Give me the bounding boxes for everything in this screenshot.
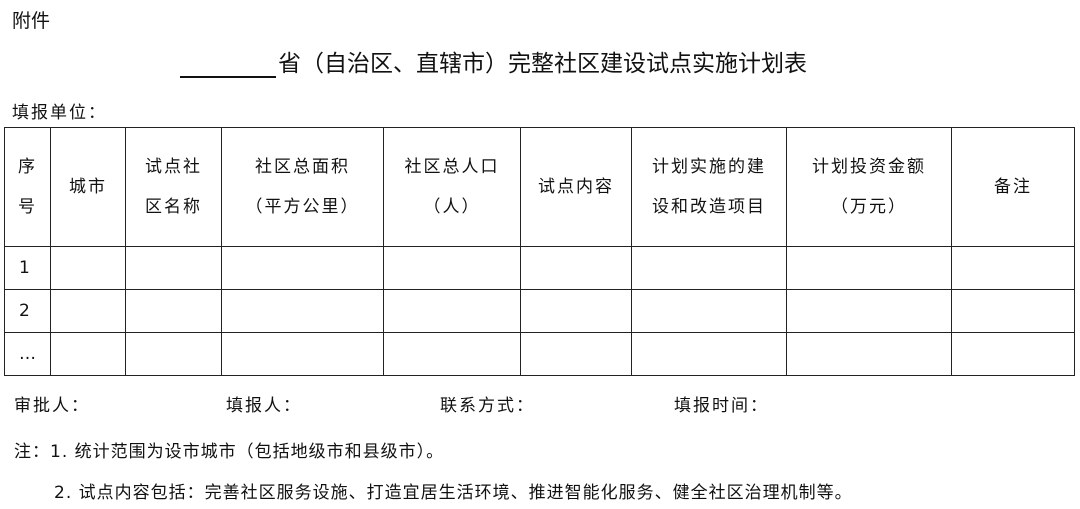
contact-label: 联系方式： bbox=[440, 396, 535, 416]
header-text: （平方公里） bbox=[245, 197, 360, 217]
header-text: 社区总人口 bbox=[404, 157, 500, 177]
header-text: 社区总面积 bbox=[255, 157, 350, 177]
column-header: 计划实施的建 设和改造项目 bbox=[631, 127, 787, 247]
attachment-label: 附件 bbox=[12, 10, 51, 32]
table-cell[interactable] bbox=[125, 332, 222, 376]
row-number: … bbox=[4, 332, 51, 376]
approver-label: 审批人： bbox=[14, 396, 90, 416]
table-cell[interactable] bbox=[786, 289, 952, 333]
table-cell[interactable] bbox=[786, 332, 952, 376]
header-text: 序 bbox=[18, 157, 37, 177]
table-cell[interactable] bbox=[786, 246, 952, 290]
table-cell[interactable] bbox=[383, 332, 521, 376]
table-cell[interactable] bbox=[50, 289, 126, 333]
column-header: 试点社 区名称 bbox=[125, 127, 222, 247]
plan-table: 序号城市 试点社 区名称 社区总面积 （平方公里） 社区总人口 （人） 试点内容 计划实施的建设… bbox=[4, 127, 1075, 376]
header-row: 序号城市 试点社 区名称 社区总面积 （平方公里） 社区总人口 （人） 试点内容 计划实施的建设… bbox=[4, 127, 1075, 247]
row-number: 1 bbox=[4, 246, 51, 290]
header-text: 计划投资金额 bbox=[812, 157, 926, 177]
table-cell[interactable] bbox=[520, 289, 632, 333]
fill-unit-label: 填报单位： bbox=[12, 103, 107, 123]
table-row: 2 bbox=[4, 289, 1075, 333]
table-cell[interactable] bbox=[631, 246, 787, 290]
table-cell[interactable] bbox=[951, 246, 1075, 290]
table-cell[interactable] bbox=[951, 332, 1075, 376]
column-header: 试点内容 bbox=[520, 127, 632, 247]
table-cell[interactable] bbox=[520, 332, 632, 376]
province-blank bbox=[180, 50, 276, 78]
table-cell[interactable] bbox=[221, 332, 384, 376]
table-cell[interactable] bbox=[383, 246, 521, 290]
header-text: 试点社 bbox=[145, 157, 202, 177]
header-text: （人） bbox=[423, 197, 481, 217]
row-number: 2 bbox=[4, 289, 51, 333]
column-header: 城市 bbox=[50, 127, 126, 247]
column-header: 备注 bbox=[951, 127, 1075, 247]
table-cell[interactable] bbox=[50, 332, 126, 376]
header-text: 区名称 bbox=[145, 197, 202, 217]
note-1: 注：1. 统计范围为设市城市（包括地级市和县级市）。 bbox=[14, 442, 445, 462]
header-text: 城市 bbox=[69, 177, 107, 197]
note-2: 2. 试点内容包括：完善社区服务设施、打造宜居生活环境、推进智能化服务、健全社区… bbox=[54, 483, 853, 503]
header-text: 计划实施的建 bbox=[652, 157, 766, 177]
table-cell[interactable] bbox=[125, 289, 222, 333]
fill-time-label: 填报时间： bbox=[674, 396, 769, 416]
table-cell[interactable] bbox=[631, 289, 787, 333]
table-cell[interactable] bbox=[221, 246, 384, 290]
header-text: 试点内容 bbox=[538, 177, 614, 197]
table-cell[interactable] bbox=[383, 289, 521, 333]
table-row: … bbox=[4, 332, 1075, 376]
table-row: 1 bbox=[4, 246, 1075, 290]
header-text: （万元） bbox=[831, 197, 907, 217]
table-cell[interactable] bbox=[125, 246, 222, 290]
table-cell[interactable] bbox=[221, 289, 384, 333]
table-cell[interactable] bbox=[520, 246, 632, 290]
table-cell[interactable] bbox=[50, 246, 126, 290]
column-header: 社区总面积 （平方公里） bbox=[221, 127, 384, 247]
page-title: 省（自治区、直辖市）完整社区建设试点实施计划表 bbox=[180, 44, 807, 78]
column-header: 社区总人口 （人） bbox=[383, 127, 521, 247]
table-cell[interactable] bbox=[631, 332, 787, 376]
column-header: 序号 bbox=[4, 127, 51, 247]
table-cell[interactable] bbox=[951, 289, 1075, 333]
filler-label: 填报人： bbox=[226, 396, 302, 416]
header-text: 设和改造项目 bbox=[652, 197, 766, 217]
column-header: 计划投资金额 （万元） bbox=[786, 127, 952, 247]
header-text: 号 bbox=[18, 197, 37, 217]
title-text: 省（自治区、直辖市）完整社区建设试点实施计划表 bbox=[278, 51, 807, 77]
header-text: 备注 bbox=[994, 177, 1032, 197]
